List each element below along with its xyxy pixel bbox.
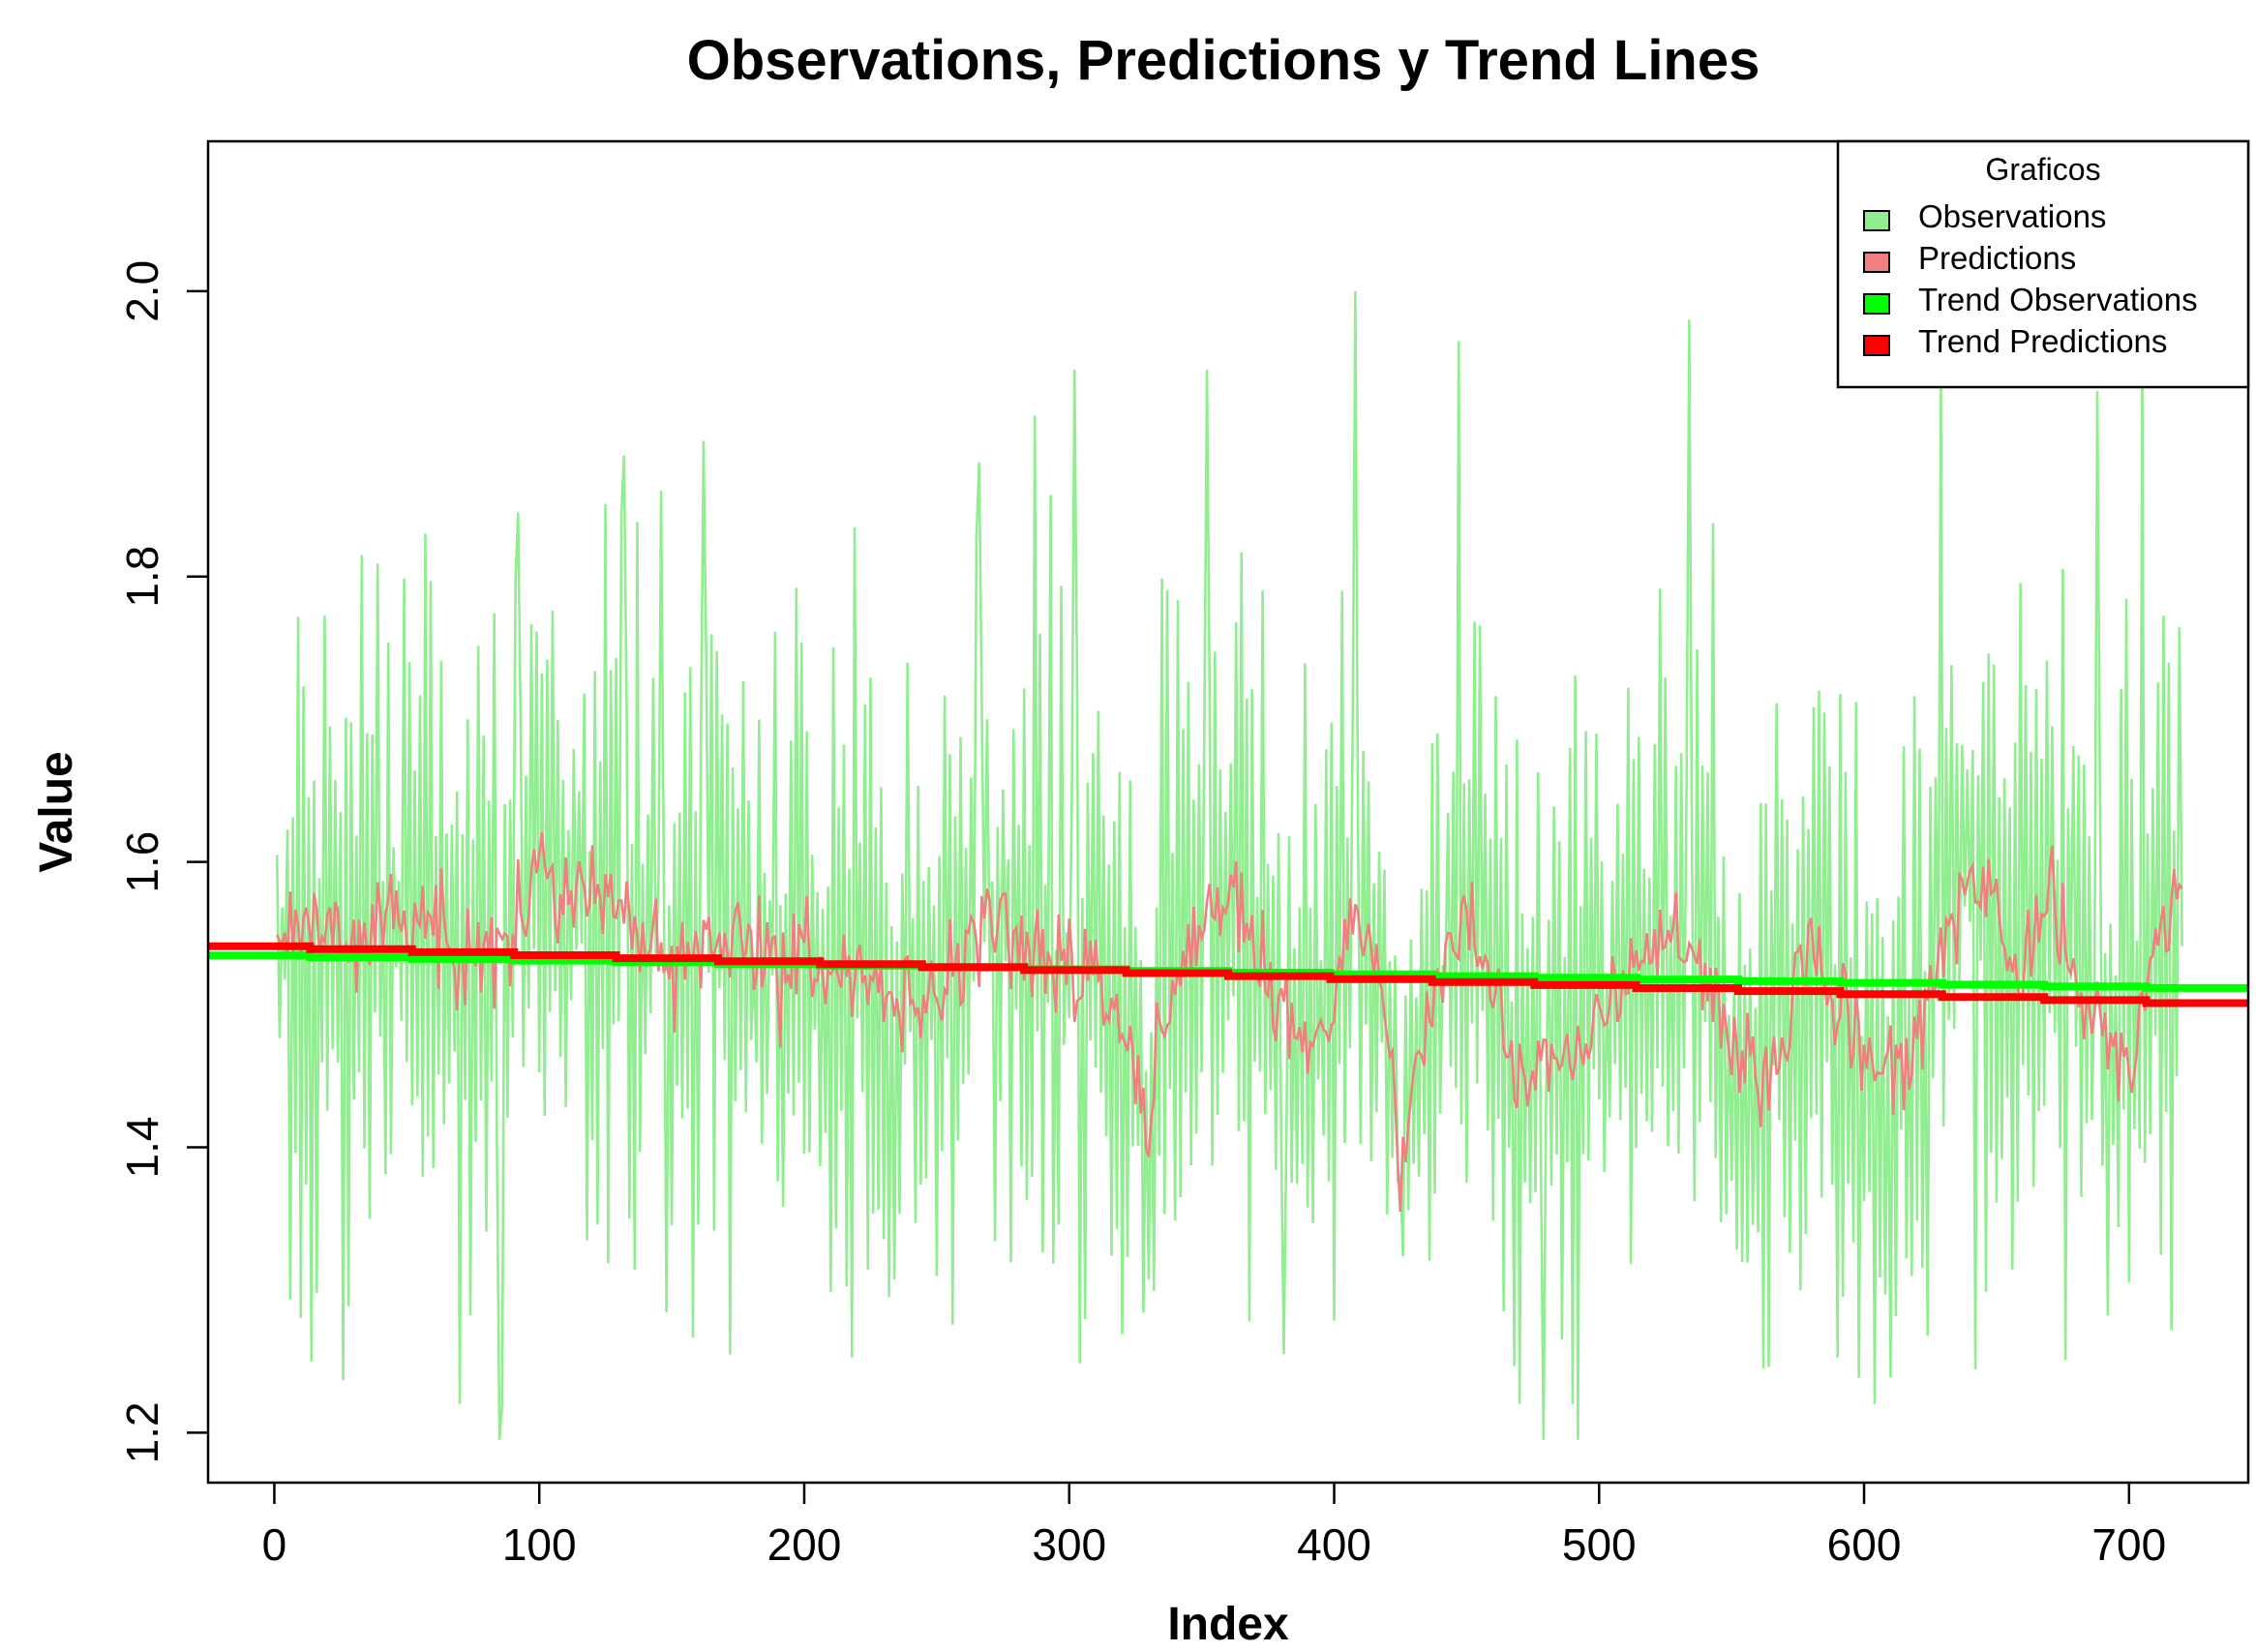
x-tick-label: 200 [767, 1519, 842, 1570]
legend-swatch [1863, 293, 1890, 315]
y-tick-label: 1.4 [117, 1117, 167, 1179]
x-tick-label: 300 [1032, 1519, 1106, 1570]
y-axis-label: Value [31, 751, 82, 872]
x-tick-label: 100 [502, 1519, 577, 1570]
x-tick-label: 700 [2091, 1519, 2166, 1570]
x-tick-label: 600 [1827, 1519, 1902, 1570]
legend-label: Trend Predictions [1918, 323, 2167, 359]
x-tick-label: 500 [1562, 1519, 1637, 1570]
legend-title: Graficos [1985, 152, 2100, 187]
x-tick-label: 400 [1297, 1519, 1371, 1570]
legend-label: Trend Observations [1918, 282, 2198, 317]
legend-swatch [1863, 210, 1890, 231]
y-tick-label: 1.8 [117, 546, 167, 608]
plot-area [208, 290, 2248, 1440]
x-axis-label: Index [1167, 1599, 1289, 1647]
legend-swatch [1863, 252, 1890, 273]
legend: Graficos Observations Predictions Trend Ob… [1836, 139, 2250, 389]
legend-label: Predictions [1918, 240, 2076, 276]
legend-swatch [1863, 335, 1890, 356]
trend-predictions-line [208, 942, 2248, 1007]
observations-line [275, 290, 2183, 1440]
y-tick-label: 2.0 [117, 260, 167, 322]
y-axis: 1.2 1.4 1.6 1.8 2.0 [117, 260, 208, 1463]
legend-box [1836, 139, 2250, 389]
x-tick-label: 0 [262, 1519, 287, 1570]
legend-label: Observations [1918, 198, 2106, 234]
legend-entries: Observations Predictions Trend Observation… [1863, 198, 2198, 359]
y-tick-label: 1.2 [117, 1401, 167, 1463]
x-axis: 0 100 200 300 400 500 600 700 [262, 1483, 2166, 1570]
y-tick-label: 1.6 [117, 831, 167, 893]
predictions-line [275, 831, 2183, 1212]
plot-frame [206, 139, 2250, 1485]
chart-title: Observations, Predictions y Trend Lines [687, 29, 1760, 92]
